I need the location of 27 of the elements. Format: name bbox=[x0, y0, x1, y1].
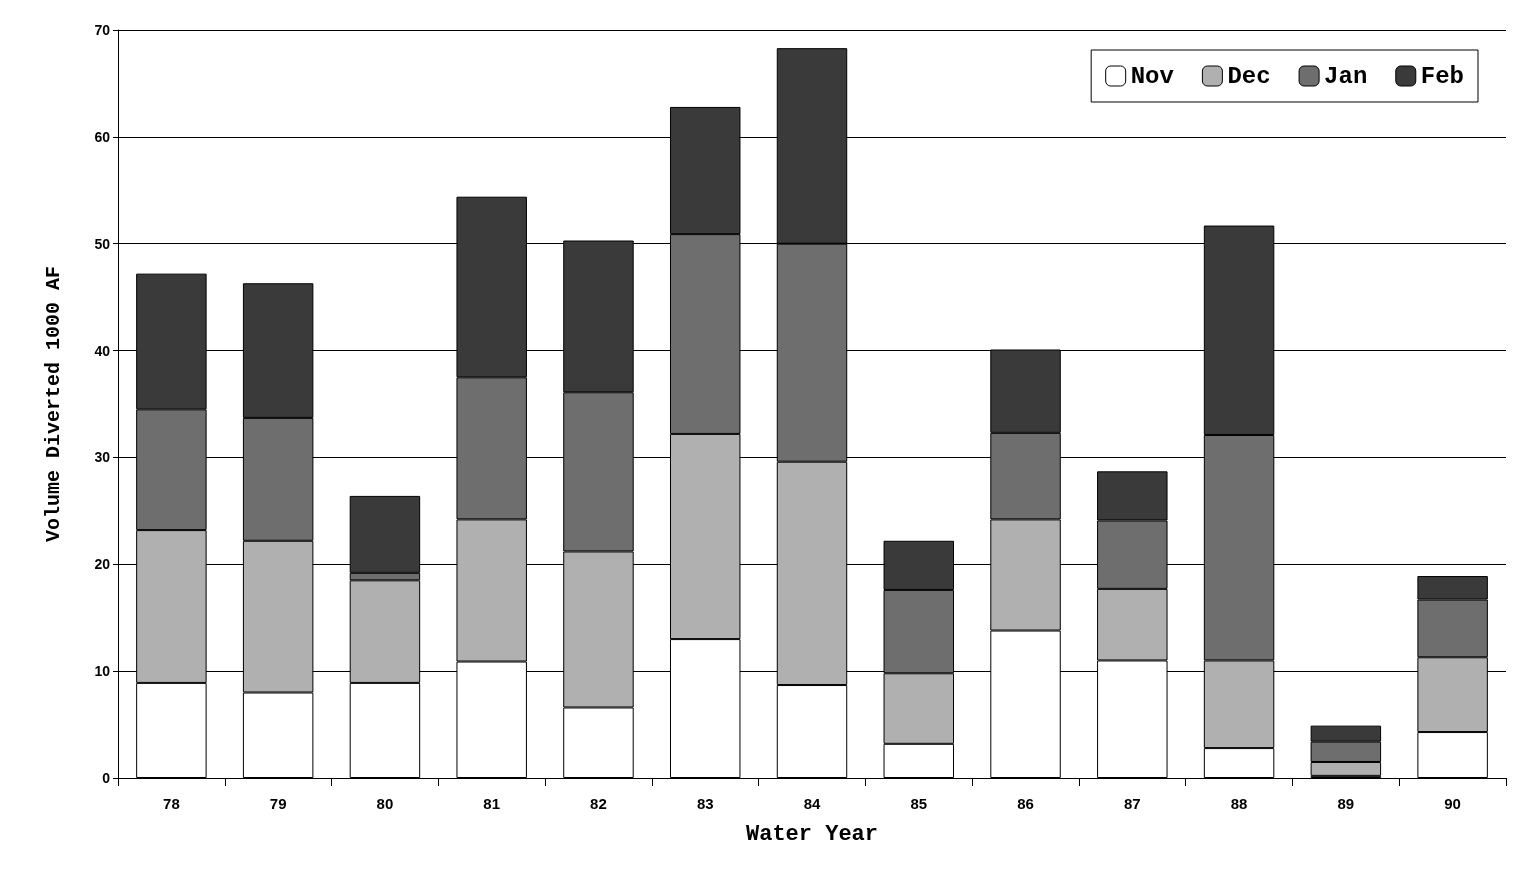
legend-label: Nov bbox=[1130, 62, 1174, 90]
x-tick-label: 84 bbox=[803, 795, 821, 812]
y-axis-title: Volume Diverted 1000 AF bbox=[41, 265, 65, 543]
legend-label: Feb bbox=[1420, 62, 1465, 90]
x-tick-label: 87 bbox=[1123, 795, 1141, 812]
x-tick-label: 85 bbox=[910, 795, 928, 812]
y-tick-label: 70 bbox=[94, 22, 111, 38]
x-tick-label: 86 bbox=[1017, 795, 1034, 812]
x-tick-label: 78 bbox=[163, 795, 180, 812]
x-tick-label: 81 bbox=[483, 795, 501, 812]
y-tick-label: 60 bbox=[94, 128, 111, 145]
x-tick-label: 79 bbox=[269, 795, 287, 812]
x-tick-label: 88 bbox=[1230, 795, 1248, 812]
x-tick-label: 90 bbox=[1444, 795, 1461, 812]
y-tick-label: 50 bbox=[94, 235, 111, 252]
x-tick-label: 89 bbox=[1337, 795, 1355, 812]
y-tick-label: 30 bbox=[94, 449, 111, 466]
x-tick-label: 83 bbox=[696, 795, 714, 812]
y-tick-label: 20 bbox=[94, 556, 111, 573]
x-tick-label: 82 bbox=[590, 795, 607, 812]
legend-label: Dec bbox=[1227, 62, 1271, 90]
x-tick-label: 80 bbox=[376, 795, 394, 812]
legend-label: Jan bbox=[1324, 62, 1368, 90]
y-tick-label: 10 bbox=[94, 663, 111, 680]
y-tick-label: 0 bbox=[102, 770, 111, 786]
y-tick-label: 40 bbox=[94, 342, 111, 359]
x-axis-title: Water Year bbox=[745, 821, 879, 847]
